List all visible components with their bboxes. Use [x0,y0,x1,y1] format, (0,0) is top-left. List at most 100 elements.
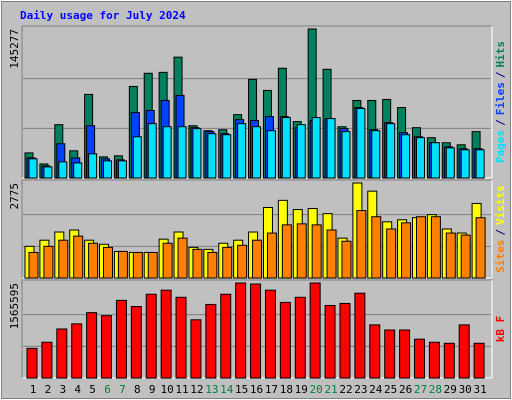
x-tick-label: 14 [220,383,234,396]
bar [145,293,157,379]
bar [252,239,263,279]
bar [475,149,485,179]
bar [309,282,321,379]
bar [339,302,351,379]
bar [115,299,127,379]
bar [117,160,127,179]
bar [401,134,411,179]
bar [311,224,322,279]
bar [222,134,232,179]
bar [130,305,142,379]
bar [264,289,276,379]
x-tick-label: 25 [384,383,397,396]
legend-separator: / [494,119,507,126]
bar [192,128,202,179]
bar [190,319,202,379]
bar [443,342,455,379]
bar [341,131,351,179]
bar [371,130,381,179]
bar [177,237,188,279]
bar [103,246,114,279]
bar [296,124,306,179]
bar [207,251,218,279]
legend-entry: Pages [494,130,507,163]
x-tick-label: 16 [250,383,263,396]
bar [281,224,292,279]
bar [266,232,277,279]
bar [354,292,366,379]
bar [88,153,98,179]
x-tick-label: 20 [310,383,323,396]
bar [237,123,247,179]
x-tick-label: 28 [429,383,442,396]
legend-entry: Hits [494,41,507,68]
bar [399,329,411,379]
legend: kB F [494,316,507,343]
bar [445,147,455,179]
bar [326,118,336,179]
bar [101,315,113,379]
chart-title: Daily usage for July 2024 [20,9,186,22]
x-tick-label: 2 [45,383,52,396]
bar [43,166,53,179]
bar [415,216,426,279]
bar [117,250,128,279]
bar [73,235,84,279]
bar [341,240,352,279]
x-tick-label: 31 [473,383,486,396]
bar [175,296,187,379]
bar [86,312,98,379]
bar [162,242,173,279]
bar [371,216,382,279]
y-tick-label: 145277 [8,29,21,69]
bar [235,282,247,379]
bar [71,323,83,379]
x-tick-label: 22 [339,383,352,396]
x-tick-label: 10 [161,383,174,396]
bar [222,246,233,279]
bar [250,283,262,379]
legend: Sites / Visits [494,185,507,273]
bar [460,149,470,179]
bar [160,289,172,379]
x-tick-label: 18 [280,383,293,396]
bar [56,328,68,379]
bar [430,216,441,279]
bar [386,228,397,279]
bar [58,239,69,279]
bar [237,244,248,279]
bar [266,130,276,179]
y-tick-label: 2775 [8,183,21,210]
bar [356,108,366,179]
bar [281,117,291,179]
x-tick-label: 17 [265,383,278,396]
x-tick-label: 15 [235,383,248,396]
legend-entry: Visits [494,185,507,225]
bar [220,293,232,379]
bar [58,161,68,179]
bar [428,341,440,379]
bar [386,123,396,179]
legend-entry: Files [494,82,507,115]
x-tick-label: 24 [369,383,383,396]
bar [294,296,306,379]
bar [384,329,396,379]
bar [324,304,336,379]
bar [460,234,471,279]
x-tick-label: 9 [149,383,156,396]
bar [445,232,456,279]
bar [279,301,291,379]
bar [413,338,425,379]
x-tick-label: 5 [89,383,96,396]
bar [473,342,485,379]
x-tick-label: 11 [175,383,188,396]
bar [369,324,381,379]
x-tick-label: 1 [30,383,37,396]
bar [132,136,142,179]
bar [41,341,53,379]
legend-separator: / [494,229,507,236]
bar [88,242,99,279]
bar [458,324,470,379]
